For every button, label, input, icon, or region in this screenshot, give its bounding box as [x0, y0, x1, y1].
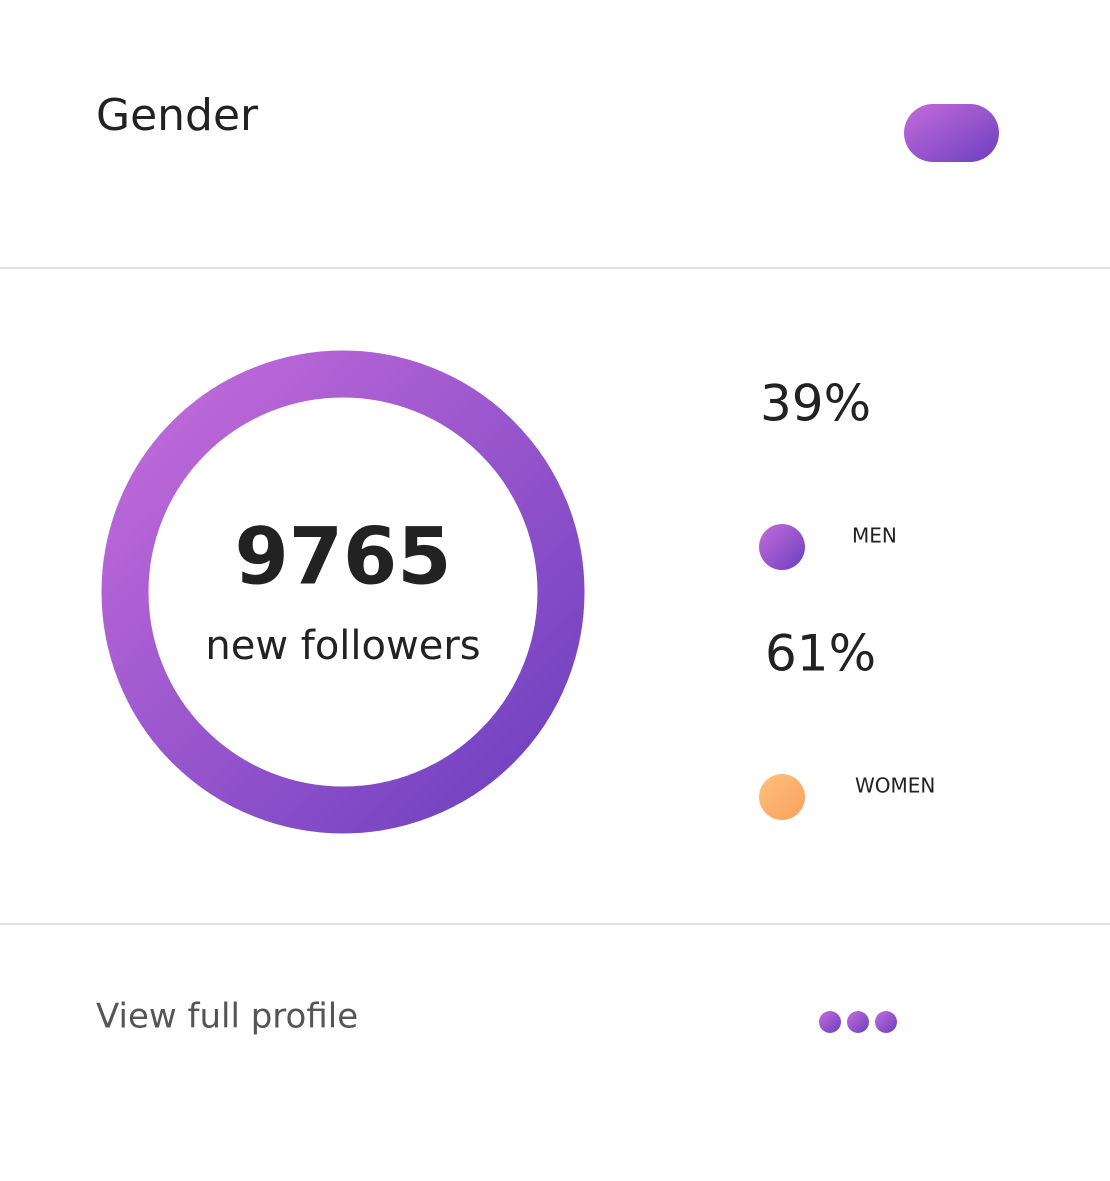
follower-count: 9765 — [234, 512, 451, 602]
legend-percent: 39% — [760, 375, 871, 433]
follower-label: new followers — [205, 623, 480, 669]
ring — [101, 350, 585, 834]
header-title: Gender — [96, 90, 259, 141]
legend-dot — [759, 774, 805, 820]
toggle-pill[interactable] — [904, 104, 999, 162]
legend-label: MEN — [852, 524, 897, 548]
more-menu[interactable] — [819, 1011, 897, 1033]
menu-dot — [819, 1011, 841, 1033]
view-profile-link[interactable]: View full profile — [96, 997, 358, 1037]
menu-dot — [847, 1011, 869, 1033]
legend-label: WOMEN — [855, 774, 935, 798]
legend-percent: 61% — [765, 625, 876, 683]
menu-dot — [875, 1011, 897, 1033]
legend-dot — [759, 524, 805, 570]
